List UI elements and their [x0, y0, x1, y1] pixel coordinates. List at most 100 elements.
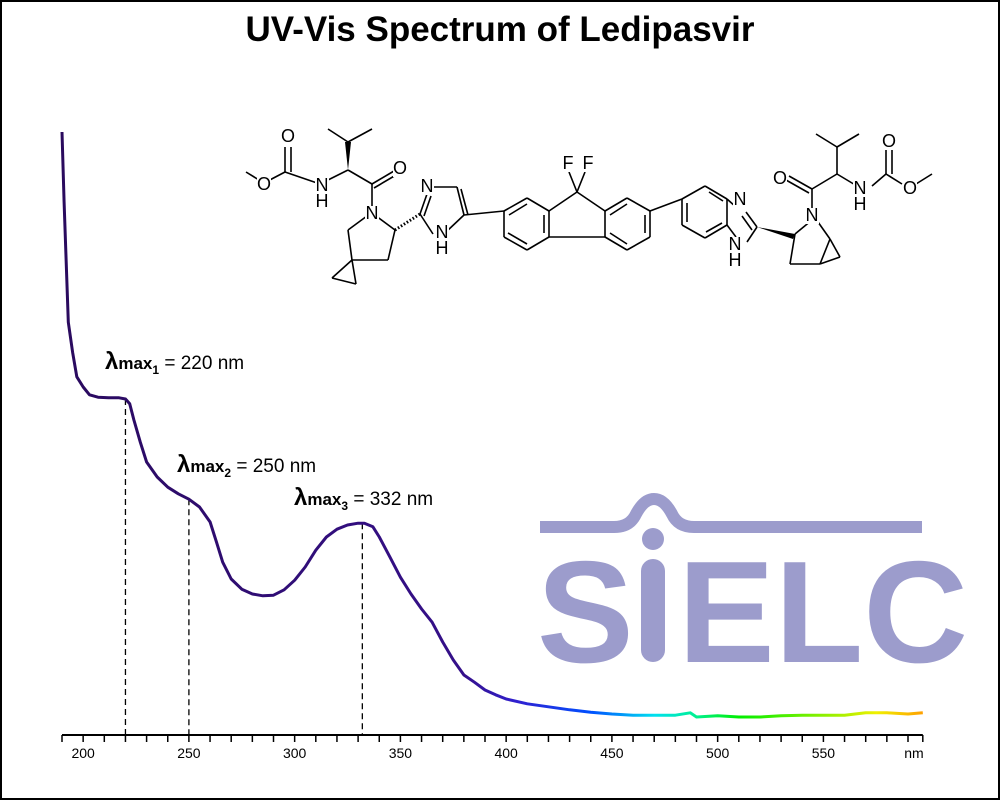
bond	[456, 186, 465, 216]
x-tick-label: 350	[389, 745, 413, 761]
x-tick-label: 400	[494, 745, 518, 761]
bond	[419, 213, 434, 235]
atom-label: N	[806, 205, 819, 225]
spectrum-line	[60, 131, 923, 719]
atom-mask	[903, 181, 917, 197]
bond	[347, 215, 368, 231]
atom-label: H	[729, 250, 742, 270]
bond	[460, 188, 469, 216]
bond	[681, 224, 706, 239]
bond	[829, 238, 841, 258]
atom-mask	[365, 206, 379, 222]
bond	[741, 215, 753, 231]
bond	[576, 191, 606, 212]
atom-label: N	[436, 222, 449, 242]
bond	[815, 133, 838, 148]
bond	[419, 193, 428, 215]
bond	[609, 203, 628, 216]
logo-letter-s: S	[537, 531, 634, 693]
atom-label: N	[366, 203, 379, 223]
bond	[331, 259, 353, 279]
atom-mask	[435, 241, 449, 257]
logo-arc-bar	[540, 492, 922, 533]
atom-label: O	[393, 158, 407, 178]
bond	[347, 169, 373, 185]
sielc-logo: S ELC	[537, 492, 968, 693]
atom-label: O	[773, 168, 787, 188]
bond	[373, 174, 397, 189]
bond	[609, 232, 628, 245]
bond	[871, 173, 887, 187]
bond	[576, 171, 586, 193]
atom-label: F	[563, 153, 574, 173]
peak-labels: λmax1 = 220 nm λmax2 = 250 nm λmax3 = 332 …	[105, 348, 433, 513]
atom-label: O	[903, 178, 917, 198]
bond	[836, 133, 860, 148]
bond	[726, 224, 737, 238]
atom-label: H	[316, 191, 329, 211]
atom-mask	[315, 178, 329, 194]
atom-mask	[728, 253, 742, 269]
atom-mask	[805, 208, 819, 224]
x-tick-label: 300	[283, 745, 307, 761]
atom-mask	[853, 197, 867, 213]
wedge-bond	[757, 227, 795, 239]
atom-mask	[773, 171, 787, 187]
bond	[746, 226, 758, 243]
logo-i-dot	[642, 528, 664, 550]
atom-label: N	[316, 175, 329, 195]
bond	[789, 233, 796, 265]
atom-mask	[393, 161, 407, 177]
bond	[503, 236, 528, 251]
bond	[708, 191, 724, 202]
atom-mask	[281, 129, 295, 145]
bond	[351, 259, 357, 285]
logo-letters-elc: ELC	[678, 531, 968, 693]
x-tick-label: 200	[71, 745, 95, 761]
atom-mask	[728, 237, 742, 253]
bond	[681, 185, 706, 200]
atom-mask	[435, 225, 449, 241]
atom-label: N	[421, 176, 434, 196]
bond	[503, 197, 528, 212]
hashed-bond	[394, 212, 421, 232]
atom-label: O	[882, 131, 896, 151]
bond	[885, 173, 903, 185]
bond	[526, 236, 550, 251]
bond	[526, 197, 550, 212]
peak-label: λmax3 = 332 nm	[294, 484, 433, 513]
atom-label: F	[583, 153, 594, 173]
atom-mask	[420, 179, 434, 195]
atom-label: N	[854, 178, 867, 198]
atom-label: N	[734, 189, 747, 209]
bond	[347, 229, 353, 261]
bond	[387, 229, 396, 261]
x-tick-label: 550	[812, 745, 836, 761]
bond	[819, 238, 831, 265]
peak-label: λmax2 = 250 nm	[177, 451, 316, 480]
atom-label: H	[436, 238, 449, 258]
x-unit-label: nm	[904, 745, 923, 761]
bond	[626, 236, 651, 251]
bond	[745, 211, 758, 228]
atom-mask	[581, 156, 595, 172]
atom-mask	[882, 134, 896, 150]
x-axis: 200 250 300 350 400 450 500 550 nm	[61, 734, 924, 761]
bond	[704, 224, 728, 239]
bond	[704, 185, 728, 200]
x-tick-label: 500	[706, 745, 730, 761]
bond	[548, 191, 578, 212]
bond	[507, 232, 528, 245]
bond	[604, 236, 628, 251]
x-tick-label: 450	[600, 745, 624, 761]
x-tick-label: 250	[177, 745, 201, 761]
bond	[626, 197, 651, 212]
atom-label: N	[729, 234, 742, 254]
atom-label: H	[854, 194, 867, 214]
bond	[819, 256, 841, 265]
bond	[705, 222, 723, 233]
bond	[817, 221, 831, 240]
atom-label: O	[257, 174, 271, 194]
